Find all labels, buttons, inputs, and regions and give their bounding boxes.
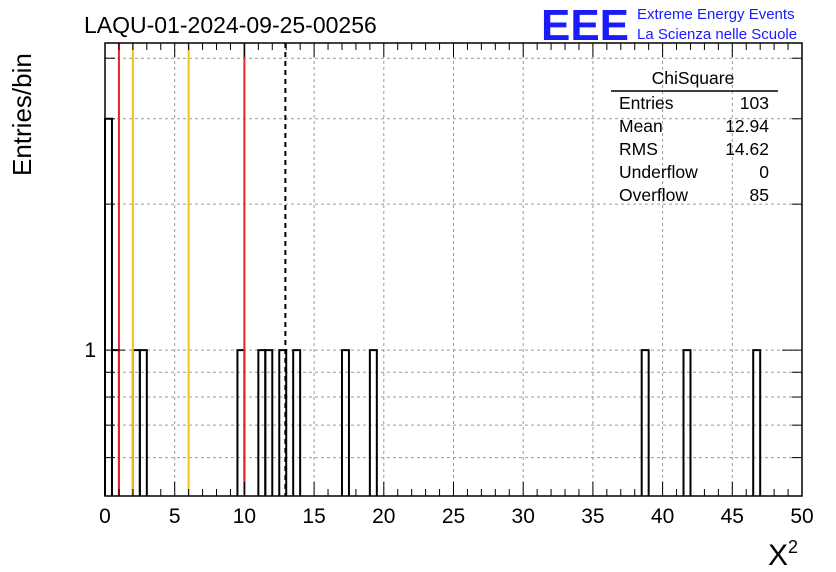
- histogram-bar: [138, 349, 148, 496]
- stats-label: Underflow: [619, 162, 698, 182]
- stats-label: RMS: [619, 139, 658, 159]
- x-tick-label: 35: [581, 505, 604, 528]
- x-tick-label: 15: [302, 505, 325, 528]
- x-tick-label: 40: [651, 505, 674, 528]
- stats-label: Mean: [619, 116, 663, 136]
- histogram-bar: [682, 349, 692, 496]
- grid-lines: [105, 43, 802, 496]
- stats-label: Overflow: [619, 185, 688, 205]
- y-tick-label: 1: [84, 339, 96, 362]
- eee-logo: EEE: [541, 1, 629, 50]
- x-tick-label: 50: [790, 505, 813, 528]
- chart-title: LAQU-01-2024-09-25-00256: [84, 12, 377, 38]
- eee-logo-line2: La Scienza nelle Scuole: [637, 26, 797, 43]
- eee-logo-line1: Extreme Energy Events: [637, 6, 795, 23]
- x-tick-label: 30: [512, 505, 535, 528]
- x-tick-label: 45: [721, 505, 744, 528]
- stats-title: ChiSquare: [652, 68, 735, 88]
- histogram-bar: [752, 349, 762, 496]
- x-tick-label: 5: [169, 505, 181, 528]
- histogram-bar: [264, 349, 274, 496]
- axes: 0 5 10 15 20 25 30 35 40 45 50 1: [84, 42, 814, 528]
- stats-value: 103: [740, 93, 769, 113]
- x-tick-label: 25: [442, 505, 465, 528]
- stats-value: 85: [750, 185, 769, 205]
- stats-value: 14.62: [725, 139, 769, 159]
- histogram-bar: [292, 349, 302, 496]
- histogram-bar: [104, 117, 113, 496]
- histogram-bar: [368, 349, 378, 496]
- x-tick-label: 20: [372, 505, 395, 528]
- stats-box: ChiSquare Entries 103 Mean 12.94 RMS 14.62 Und…: [611, 68, 778, 205]
- x-axis-label: X2: [768, 537, 798, 572]
- histogram-bar: [640, 349, 650, 496]
- y-axis-label: Entries/bin: [7, 53, 37, 176]
- x-tick-label: 10: [233, 505, 256, 528]
- stats-value: 0: [759, 162, 769, 182]
- stats-label: Entries: [619, 93, 674, 113]
- histogram-bar: [340, 349, 350, 496]
- reference-lines: [117, 43, 287, 496]
- stats-value: 12.94: [725, 116, 769, 136]
- x-tick-label: 0: [99, 505, 111, 528]
